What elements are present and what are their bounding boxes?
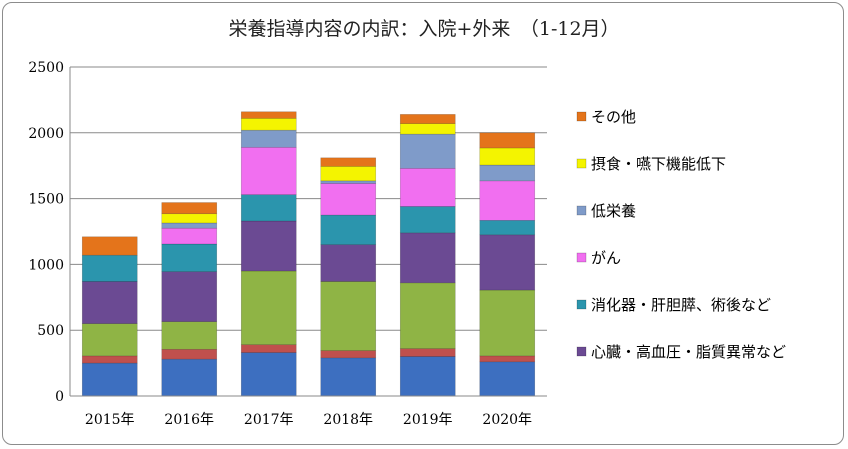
bar-segment	[399, 133, 456, 169]
bar-segment	[161, 227, 218, 245]
bar-segment	[320, 244, 377, 282]
bar-segment	[240, 146, 297, 195]
x-tick-label: 2018年	[323, 412, 373, 428]
bar-segment	[81, 323, 138, 357]
legend-label: 消化器・肝胆膵、術後など	[591, 296, 771, 314]
legend-swatch	[576, 111, 587, 122]
y-tick-label: 1000	[28, 257, 64, 273]
bar-segment	[240, 129, 297, 148]
y-tick-label: 0	[55, 389, 64, 405]
bar-segment	[399, 168, 456, 207]
y-tick-label: 500	[37, 323, 64, 339]
bar-segment	[479, 132, 536, 149]
bar-segment	[320, 157, 377, 167]
legend-label: 低栄養	[591, 202, 636, 220]
bar-segment	[479, 289, 536, 357]
bar-segment	[81, 355, 138, 364]
bar-segment	[161, 202, 218, 215]
bar-segment	[240, 194, 297, 222]
bar-segment	[161, 243, 218, 272]
bar-segment	[399, 282, 456, 349]
bar-segment	[479, 147, 536, 166]
bar-segment	[479, 361, 536, 397]
bars	[81, 111, 536, 397]
gridlines	[70, 66, 547, 397]
y-tick-label: 1500	[28, 192, 64, 208]
bar-segment	[81, 254, 138, 282]
y-tick-label: 2500	[28, 60, 64, 76]
bar-segment	[240, 111, 297, 119]
x-tick-label: 2019年	[403, 412, 453, 428]
legend-swatch	[576, 299, 587, 310]
y-axis: 0 500 1000 1500 2000 2500	[28, 60, 71, 405]
bar-segment	[399, 206, 456, 234]
bar-segment	[240, 220, 297, 272]
bar-segment	[81, 281, 138, 324]
bar-segment	[240, 270, 297, 345]
bar-segment	[161, 348, 218, 360]
bar-segment	[399, 232, 456, 284]
bar-segment	[320, 183, 377, 216]
legend: その他摂食・嚥下機能低下低栄養がん消化器・肝胆膵、術後など心臓・高血圧・脂質異常…	[576, 108, 786, 361]
legend-swatch	[576, 252, 587, 263]
legend-label: 心臓・高血圧・脂質異常など	[591, 343, 786, 361]
bar-segment	[161, 358, 218, 397]
bar-segment	[320, 281, 377, 351]
x-tick-label: 2016年	[164, 412, 214, 428]
y-tick-label: 2000	[28, 126, 64, 142]
bar-segment	[161, 271, 218, 322]
bar-segment	[320, 166, 377, 182]
bar-segment	[399, 114, 456, 124]
legend-swatch	[576, 158, 587, 169]
bar-segment	[479, 234, 536, 291]
x-axis: 2015年 2016年 2017年 2018年 2019年 2020年	[70, 395, 547, 428]
bar-segment	[479, 164, 536, 182]
x-tick-label: 2015年	[85, 412, 135, 428]
x-tick-label: 2017年	[244, 412, 294, 428]
bar-segment	[240, 344, 297, 353]
legend-swatch	[576, 346, 587, 357]
bar-segment	[399, 348, 456, 357]
bar-segment	[81, 362, 138, 397]
bar-segment	[479, 180, 536, 221]
x-tick-label: 2020年	[482, 412, 532, 428]
legend-label: がん	[591, 249, 621, 267]
legend-swatch	[576, 205, 587, 216]
bar-segment	[161, 321, 218, 350]
legend-label: その他	[591, 108, 636, 126]
bar-segment	[161, 222, 218, 229]
bar-segment	[320, 214, 377, 245]
chart-title: 栄養指導内容の内訳：入院+外来 （1-12月）	[228, 18, 620, 40]
bar-segment	[479, 220, 536, 236]
bar-segment	[399, 356, 456, 397]
bar-segment	[320, 357, 377, 397]
bar-segment	[81, 236, 138, 256]
bar-segment	[479, 355, 536, 363]
bar-segment	[320, 350, 377, 359]
bar-segment	[240, 118, 297, 131]
bar-segment	[240, 352, 297, 397]
bar-segment	[161, 213, 218, 224]
bar-segment	[399, 123, 456, 135]
legend-label: 摂食・嚥下機能低下	[591, 155, 726, 173]
bar-segment	[320, 180, 377, 184]
